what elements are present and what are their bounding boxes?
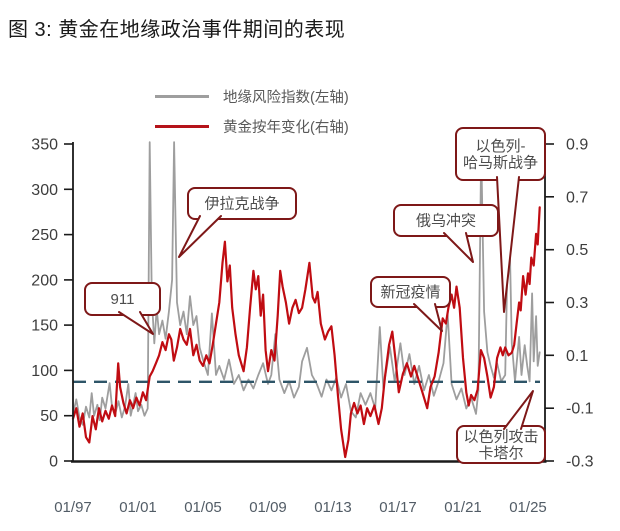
right-axis-tick-label: 0.5 bbox=[566, 242, 588, 259]
series-gold-line bbox=[71, 206, 541, 459]
x-axis-tick-label: 01/13 bbox=[314, 499, 352, 516]
x-axis-tick-label: 01/01 bbox=[119, 499, 157, 516]
left-axis-tick-label: 200 bbox=[31, 272, 58, 289]
annotation-israel-qatar: 以色列攻击卡塔尔 bbox=[456, 390, 546, 464]
left-axis-tick-label: 0 bbox=[49, 454, 58, 471]
x-axis-tick-label: 01/25 bbox=[509, 499, 547, 516]
x-axis-tick-label: 01/09 bbox=[249, 499, 287, 516]
right-axis-tick-label: -0.1 bbox=[566, 401, 594, 418]
left-axis-tick-label: 150 bbox=[31, 318, 58, 335]
legend-label-gold: 黄金按年变化(右轴) bbox=[223, 120, 349, 136]
left-axis-tick-label: 350 bbox=[31, 137, 58, 154]
left-axis-tick-label: 300 bbox=[31, 182, 58, 199]
left-axis-tick-label: 250 bbox=[31, 227, 58, 244]
figure-title: 图 3: 黄金在地缘政治事件期间的表现 bbox=[8, 19, 346, 41]
legend-item-gold: 黄金按年变化(右轴) bbox=[155, 118, 349, 136]
series-gpr-line bbox=[72, 141, 541, 426]
chart-legend: 地缘风险指数(左轴) 黄金按年变化(右轴) bbox=[155, 88, 349, 136]
svg-text:新冠疫情: 新冠疫情 bbox=[380, 284, 440, 301]
legend-label-gpr: 地缘风险指数(左轴) bbox=[223, 90, 349, 106]
svg-text:俄乌冲突: 俄乌冲突 bbox=[416, 213, 476, 230]
annotation-iraq-war: 伊拉克战争 bbox=[178, 187, 297, 258]
x-axis-tick-label: 01/21 bbox=[444, 499, 482, 516]
right-axis-tick-label: 0.7 bbox=[566, 189, 588, 206]
left-axis-tick-label: 50 bbox=[40, 408, 58, 425]
right-axis-tick-label: -0.3 bbox=[566, 454, 594, 471]
annotation-russia-ukraine: 俄乌冲突 bbox=[393, 204, 499, 263]
x-axis-tick-label: 01/97 bbox=[54, 499, 92, 516]
right-axis-tick-label: 0.9 bbox=[566, 137, 588, 154]
right-axis-tick-label: 0.1 bbox=[566, 348, 588, 365]
svg-text:以色列-哈马斯战争: 以色列-哈马斯战争 bbox=[463, 138, 538, 172]
x-axis-tick-label: 01/05 bbox=[184, 499, 222, 516]
svg-text:以色列攻击卡塔尔: 以色列攻击卡塔尔 bbox=[463, 428, 538, 462]
annotation-covid: 新冠疫情 bbox=[370, 276, 451, 332]
legend-item-gpr: 地缘风险指数(左轴) bbox=[155, 88, 349, 106]
legend-line-swatch-gray bbox=[155, 95, 209, 98]
left-axis-tick-label: 100 bbox=[31, 363, 58, 380]
legend-line-swatch-red bbox=[155, 125, 209, 128]
x-axis-tick-label: 01/17 bbox=[379, 499, 417, 516]
svg-text:伊拉克战争: 伊拉克战争 bbox=[204, 195, 279, 213]
right-axis-tick-label: 0.3 bbox=[566, 295, 588, 312]
annotation-israel-hamas: 以色列-哈马斯战争 bbox=[455, 127, 546, 313]
annotation-911: 911 bbox=[84, 282, 161, 335]
svg-text:911: 911 bbox=[111, 291, 135, 308]
